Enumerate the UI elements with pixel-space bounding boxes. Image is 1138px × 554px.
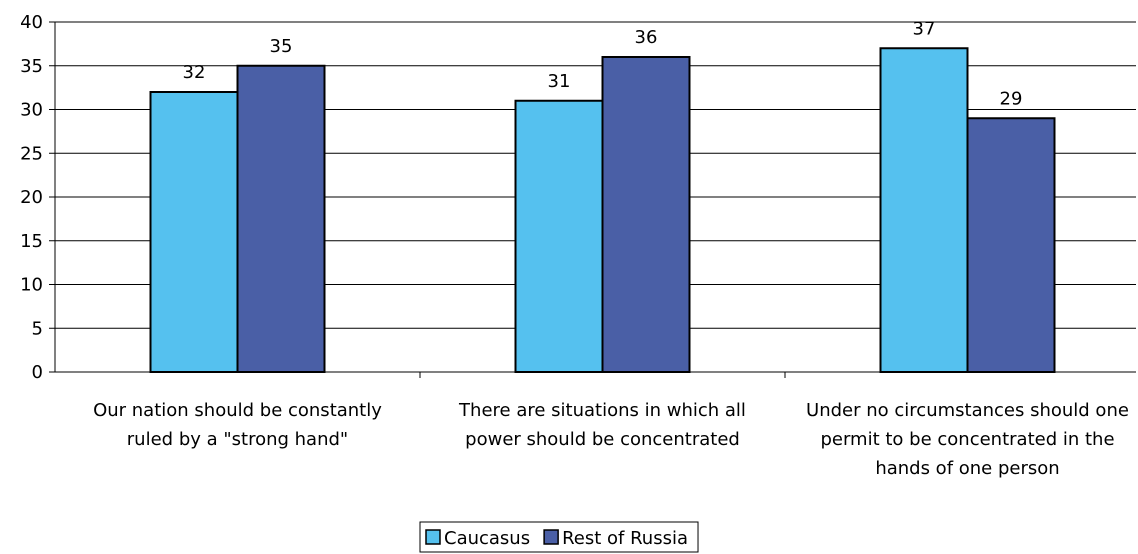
y-tick-label: 20 xyxy=(20,187,43,208)
y-tick-label: 15 xyxy=(20,231,43,252)
data-labels: 32 35 31 36 37 29 xyxy=(183,18,1023,109)
bar-rest-of-russia xyxy=(601,56,691,373)
y-tick-label: 35 xyxy=(20,56,43,77)
y-tick-label: 10 xyxy=(20,275,43,296)
bar-rest-of-russia xyxy=(966,117,1056,373)
x-category-label: Our nation should be constantly ruled by … xyxy=(93,400,382,450)
bars xyxy=(149,47,1056,373)
data-label: 35 xyxy=(270,36,293,57)
x-category-label: Under no circumstances should one permit … xyxy=(806,400,1129,479)
data-label: 37 xyxy=(913,18,936,39)
y-tick-labels: 0 5 10 15 20 25 30 35 40 xyxy=(20,12,43,383)
bar-caucasus xyxy=(514,99,604,373)
x-category-label: There are situations in which all power s… xyxy=(458,400,746,450)
x-category-labels: Our nation should be constantly ruled by … xyxy=(93,400,1129,479)
y-tick-label: 30 xyxy=(20,100,43,121)
data-label: 32 xyxy=(183,62,206,83)
legend-label: Rest of Russia xyxy=(562,528,688,549)
bar-caucasus xyxy=(879,47,969,373)
y-tick-label: 40 xyxy=(20,12,43,33)
data-label: 31 xyxy=(548,71,571,92)
y-tick-label: 0 xyxy=(32,362,43,383)
legend-box xyxy=(419,521,699,553)
axes xyxy=(49,21,1136,378)
legend-swatch xyxy=(425,529,441,545)
legend: Caucasus Rest of Russia xyxy=(419,521,699,553)
data-label: 29 xyxy=(1000,88,1023,109)
y-tick-label: 5 xyxy=(32,318,43,339)
y-tick-label: 25 xyxy=(20,143,43,164)
bar-caucasus xyxy=(149,91,239,373)
legend-label: Caucasus xyxy=(444,528,530,549)
bar-rest-of-russia xyxy=(236,64,326,373)
data-label: 36 xyxy=(635,27,658,48)
legend-swatch xyxy=(543,529,559,545)
